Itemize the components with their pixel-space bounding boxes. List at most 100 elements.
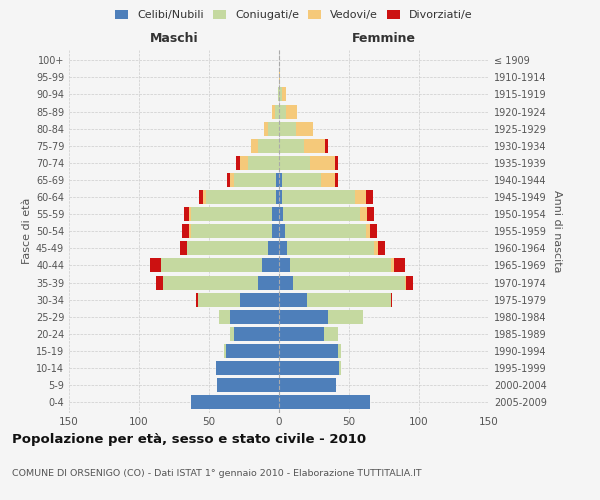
Bar [279, 104, 286, 118]
Bar [279, 242, 287, 256]
Bar [328, 310, 363, 324]
Bar [224, 344, 226, 358]
Bar [279, 378, 337, 392]
Bar [310, 156, 335, 170]
Bar [272, 224, 279, 238]
Bar [184, 207, 190, 221]
Bar [199, 190, 203, 204]
Bar [227, 173, 230, 187]
Bar [360, 207, 367, 221]
Bar [279, 138, 304, 153]
Bar [203, 190, 206, 204]
Y-axis label: Anni di nascita: Anni di nascita [552, 190, 562, 272]
Bar [276, 173, 279, 187]
Bar [163, 276, 258, 289]
Text: COMUNE DI ORSENIGO (CO) - Dati ISTAT 1° gennaio 2010 - Elaborazione TUTTITALIA.I: COMUNE DI ORSENIGO (CO) - Dati ISTAT 1° … [12, 469, 422, 478]
Bar [191, 207, 272, 221]
Bar [230, 327, 234, 341]
Bar [366, 190, 373, 204]
Bar [287, 242, 374, 256]
Bar [286, 104, 297, 118]
Text: Maschi: Maschi [149, 32, 199, 45]
Bar [394, 258, 405, 272]
Bar [335, 173, 338, 187]
Bar [335, 156, 338, 170]
Y-axis label: Fasce di età: Fasce di età [22, 198, 32, 264]
Bar [234, 173, 276, 187]
Bar [279, 344, 338, 358]
Bar [279, 327, 324, 341]
Bar [279, 122, 296, 136]
Bar [366, 224, 370, 238]
Bar [284, 224, 366, 238]
Bar [230, 310, 279, 324]
Bar [282, 88, 286, 102]
Bar [268, 242, 279, 256]
Bar [283, 207, 360, 221]
Bar [150, 258, 161, 272]
Bar [405, 276, 406, 289]
Bar [406, 276, 413, 289]
Bar [240, 156, 248, 170]
Bar [321, 173, 335, 187]
Bar [198, 292, 240, 306]
Bar [190, 224, 191, 238]
Bar [272, 207, 279, 221]
Bar [279, 361, 339, 375]
Bar [161, 258, 262, 272]
Bar [282, 190, 355, 204]
Bar [296, 122, 313, 136]
Bar [307, 292, 391, 306]
Bar [279, 207, 283, 221]
Bar [219, 310, 230, 324]
Bar [293, 276, 405, 289]
Bar [230, 173, 234, 187]
Bar [236, 156, 240, 170]
Bar [304, 138, 325, 153]
Bar [187, 242, 268, 256]
Bar [279, 173, 282, 187]
Bar [248, 156, 279, 170]
Bar [374, 242, 379, 256]
Bar [279, 292, 307, 306]
Bar [275, 104, 279, 118]
Bar [262, 258, 279, 272]
Bar [226, 344, 279, 358]
Bar [240, 292, 279, 306]
Bar [338, 344, 341, 358]
Bar [279, 70, 280, 85]
Bar [216, 361, 279, 375]
Bar [279, 310, 328, 324]
Bar [391, 292, 392, 306]
Bar [391, 258, 394, 272]
Bar [258, 138, 279, 153]
Bar [324, 327, 338, 341]
Bar [279, 190, 282, 204]
Bar [191, 395, 279, 409]
Bar [279, 88, 282, 102]
Bar [217, 378, 279, 392]
Bar [179, 242, 187, 256]
Bar [268, 122, 279, 136]
Text: Popolazione per età, sesso e stato civile - 2010: Popolazione per età, sesso e stato civil… [12, 432, 366, 446]
Bar [278, 88, 279, 102]
Bar [290, 258, 391, 272]
Bar [191, 224, 272, 238]
Bar [279, 156, 310, 170]
Bar [196, 292, 198, 306]
Bar [276, 190, 279, 204]
Bar [355, 190, 366, 204]
Bar [325, 138, 328, 153]
Bar [190, 207, 191, 221]
Bar [156, 276, 163, 289]
Bar [279, 276, 293, 289]
Bar [206, 190, 276, 204]
Bar [279, 395, 370, 409]
Bar [279, 258, 290, 272]
Bar [367, 207, 374, 221]
Bar [279, 224, 284, 238]
Text: Femmine: Femmine [352, 32, 416, 45]
Bar [263, 122, 268, 136]
Legend: Celibi/Nubili, Coniugati/e, Vedovi/e, Divorziati/e: Celibi/Nubili, Coniugati/e, Vedovi/e, Di… [111, 6, 477, 25]
Bar [251, 138, 258, 153]
